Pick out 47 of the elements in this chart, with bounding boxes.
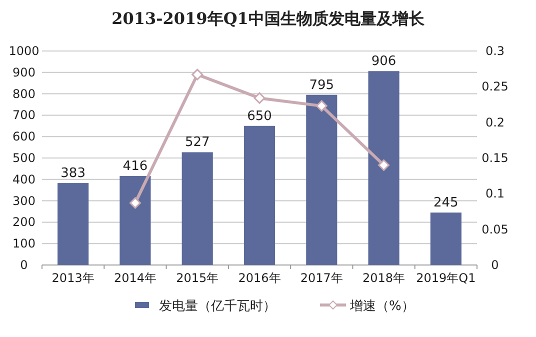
y2-tick-label: 0.05 <box>482 222 508 236</box>
data-label: 650 <box>247 108 272 124</box>
point <box>316 100 328 112</box>
y-tick-label: 1000 <box>8 44 40 58</box>
y-tick-label: 800 <box>12 86 36 101</box>
y-tick-label: 0 <box>20 258 28 272</box>
x-tick-label: 2016年 <box>238 271 281 285</box>
bar <box>368 71 400 265</box>
data-label: 906 <box>371 54 396 70</box>
y-tick-label: 300 <box>12 194 36 208</box>
bar <box>120 176 151 265</box>
bar <box>244 126 276 265</box>
y-tick-label: 100 <box>12 236 36 251</box>
y-tick-label: 900 <box>12 65 36 80</box>
data-label: 795 <box>309 78 334 93</box>
data-label: 383 <box>60 166 86 182</box>
y2-tick-label: 0 <box>491 258 499 272</box>
data-label: 416 <box>122 158 148 174</box>
y2-tick-label: 0.2 <box>485 115 505 130</box>
y2-tick-label: 0.15 <box>482 151 508 165</box>
x-tick-label: 2015年 <box>176 271 219 285</box>
x-tick-label: 2018年 <box>362 271 406 285</box>
y2-tick-label: 0.3 <box>485 44 505 58</box>
y2-tick-label: 0.25 <box>482 80 508 94</box>
point <box>192 68 204 80</box>
y-tick-label: 600 <box>12 130 36 144</box>
chart-title: 2013-2019年Q1中国生物质发电量及增长 <box>112 9 426 28</box>
legend-label: 发电量（亿千瓦时） <box>159 299 276 314</box>
bar <box>182 152 213 265</box>
y-tick-label: 200 <box>12 215 36 230</box>
y-tick-label: 700 <box>12 108 36 122</box>
y-tick-label: 500 <box>12 151 36 165</box>
y2-tick-label: 0.1 <box>485 186 505 201</box>
bar <box>58 183 89 265</box>
x-tick-label: 2013年 <box>52 271 94 285</box>
data-label: 245 <box>434 196 458 211</box>
data-label: 527 <box>184 135 210 150</box>
x-tick-label: 2014年 <box>114 271 156 285</box>
bar <box>430 212 462 265</box>
y-tick-label: 400 <box>12 172 36 186</box>
x-tick-label: 2019年Q1 <box>416 271 476 285</box>
point <box>378 159 390 171</box>
legend-label: 增速（%） <box>349 299 414 314</box>
bar <box>306 94 338 265</box>
x-tick-label: 2017年 <box>300 271 343 285</box>
point <box>129 197 141 209</box>
point <box>254 92 266 104</box>
